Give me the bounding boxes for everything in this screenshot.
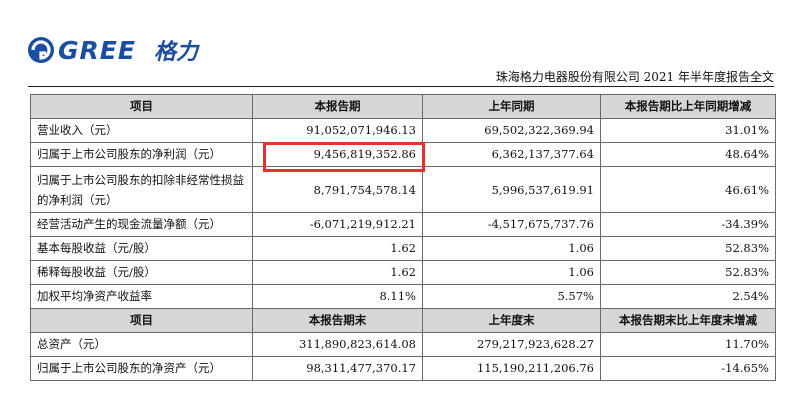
table-row: 归属于上市公司股东的净资产（元） 98,311,477,370.17 115,1… (30, 356, 776, 381)
cell-value: 5.57% (422, 284, 601, 309)
cell-value: -6,071,219,912.21 (252, 212, 423, 237)
cell-value: 279,217,923,628.27 (422, 332, 601, 357)
column-header: 上年同期 (422, 94, 601, 119)
gree-logo-mark: GREE 格力 (28, 36, 200, 65)
row-label: 归属于上市公司股东的净资产（元） (30, 356, 253, 381)
column-header: 上年度末 (422, 308, 601, 333)
cell-value: 48.64% (600, 142, 776, 167)
cell-value: 2.54% (600, 284, 776, 309)
table-row: 加权平均净资产收益率 8.11% 5.57% 2.54% (30, 284, 776, 309)
row-label: 经营活动产生的现金流量净额（元） (30, 212, 253, 237)
table-row: 经营活动产生的现金流量净额（元） -6,071,219,912.21 -4,51… (30, 212, 776, 237)
cell-value: 6,362,137,377.64 (422, 142, 601, 167)
row-label: 总资产（元） (30, 332, 253, 357)
svg-text:GREE: GREE (58, 36, 136, 65)
cell-value: 46.61% (600, 166, 776, 213)
row-label: 基本每股收益（元/股） (30, 236, 253, 261)
table-header-row: 项目 本报告期末 上年度末 本报告期末比上年度末增减 (30, 308, 776, 333)
row-label: 归属于上市公司股东的扣除非经常性损益的净利润（元） (30, 166, 253, 213)
cell-value: 69,502,322,369.94 (422, 118, 601, 143)
cell-value: 8,791,754,578.14 (252, 166, 423, 213)
row-label: 加权平均净资产收益率 (30, 284, 253, 309)
row-label: 稀释每股收益（元/股） (30, 260, 253, 285)
table-row: 营业收入（元） 91,052,071,946.13 69,502,322,369… (30, 118, 776, 143)
cell-value: 11.70% (600, 332, 776, 357)
cell-value: 1.06 (422, 260, 601, 285)
table-row: 归属于上市公司股东的净利润（元） 9,456,819,352.86 6,362,… (30, 142, 776, 167)
column-header: 本报告期比上年同期增减 (600, 94, 776, 119)
cell-value: 115,190,211,206.76 (422, 356, 601, 381)
row-label: 营业收入（元） (30, 118, 253, 143)
cell-value: 98,311,477,370.17 (252, 356, 423, 381)
financial-summary-table: 项目 本报告期 上年同期 本报告期比上年同期增减 营业收入（元） 91,052,… (30, 94, 776, 381)
cell-value: -34.39% (600, 212, 776, 237)
cell-value: -4,517,675,737.76 (422, 212, 601, 237)
column-header: 项目 (30, 308, 253, 333)
cell-value: 311,890,823,614.08 (252, 332, 423, 357)
column-header: 本报告期 (252, 94, 423, 119)
cell-value: 91,052,071,946.13 (252, 118, 423, 143)
cell-value: 52.83% (600, 236, 776, 261)
cell-value: -14.65% (600, 356, 776, 381)
cell-value: 9,456,819,352.86 (252, 142, 423, 167)
column-header: 项目 (30, 94, 253, 119)
cell-value: 1.06 (422, 236, 601, 261)
table-row: 归属于上市公司股东的扣除非经常性损益的净利润（元） 8,791,754,578.… (30, 166, 776, 213)
table-row: 总资产（元） 311,890,823,614.08 279,217,923,62… (30, 332, 776, 357)
cell-value: 52.83% (600, 260, 776, 285)
table-header-row: 项目 本报告期 上年同期 本报告期比上年同期增减 (30, 94, 776, 119)
document-title: 珠海格力电器股份有限公司 2021 年半年度报告全文 (495, 70, 774, 84)
cell-value: 5,996,537,619.91 (422, 166, 601, 213)
column-header: 本报告期末比上年度末增减 (600, 308, 776, 333)
cell-value: 1.62 (252, 236, 423, 261)
gree-logo: GREE 格力 (24, 30, 224, 70)
table-row: 稀释每股收益（元/股） 1.62 1.06 52.83% (30, 260, 776, 285)
column-header: 本报告期末 (252, 308, 423, 333)
cell-value: 31.01% (600, 118, 776, 143)
header-rule (28, 86, 774, 87)
svg-text:格力: 格力 (154, 40, 200, 65)
cell-value: 8.11% (252, 284, 423, 309)
cell-value: 1.62 (252, 260, 423, 285)
row-label: 归属于上市公司股东的净利润（元） (30, 142, 253, 167)
table-row: 基本每股收益（元/股） 1.62 1.06 52.83% (30, 236, 776, 261)
